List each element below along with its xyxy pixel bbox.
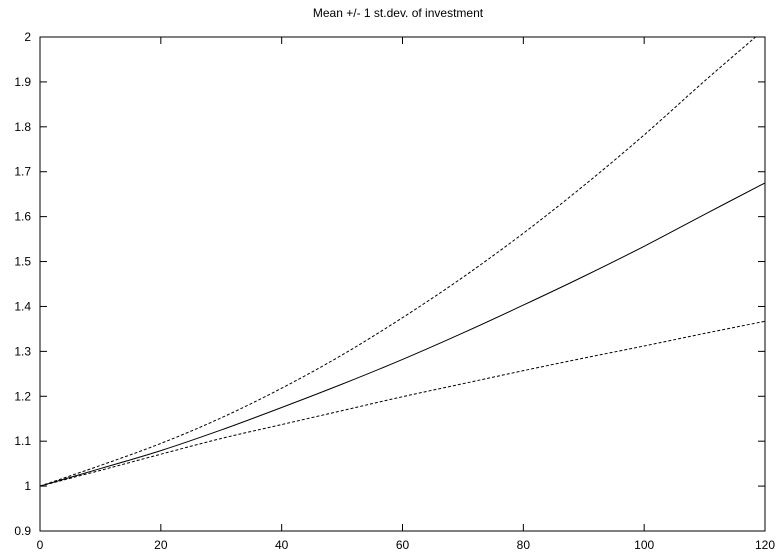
chart-title: Mean +/- 1 st.dev. of investment	[313, 6, 484, 20]
y-tick-label: 1.1	[14, 434, 31, 448]
x-tick-label: 120	[755, 538, 775, 552]
y-tick-label: 1.2	[14, 389, 31, 403]
lower-band-line	[40, 320, 765, 487]
y-tick-label: 1	[24, 479, 31, 493]
y-tick-label: 1.3	[14, 344, 31, 358]
upper-band-line	[40, 37, 757, 487]
x-tick-label: 40	[275, 538, 289, 552]
mean-line	[40, 182, 765, 487]
y-tick-label: 2	[24, 30, 31, 44]
y-tick-label: 1.8	[14, 120, 31, 134]
x-tick-label: 80	[517, 538, 531, 552]
tick-labels: 0 20 40 60 80 100 120 0.9 1 1.1 1.2 1.3 1.4 1.5 1.6 1.7…	[14, 30, 775, 552]
series-group	[40, 37, 765, 487]
y-tick-label: 1.7	[14, 165, 31, 179]
y-tick-label: 1.9	[14, 75, 31, 89]
x-tick-label: 0	[37, 538, 44, 552]
x-tick-label: 100	[634, 538, 654, 552]
y-tick-label: 1.5	[14, 255, 31, 269]
plot-frame	[39, 36, 766, 532]
y-tick-label: 0.9	[14, 524, 31, 538]
x-tick-label: 60	[396, 538, 410, 552]
y-tick-label: 1.6	[14, 210, 31, 224]
x-tick-label: 20	[154, 538, 168, 552]
y-tick-label: 1.4	[14, 299, 31, 313]
